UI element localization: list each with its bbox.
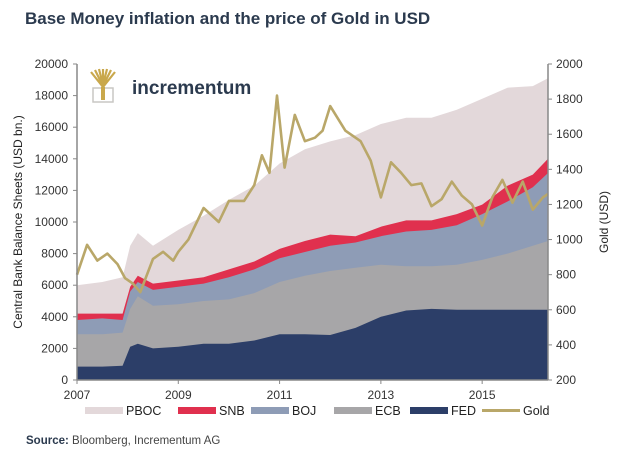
y2-tick-label: 200 xyxy=(556,373,576,387)
legend-item-gold: Gold xyxy=(482,404,549,418)
legend-item-boj: BOJ xyxy=(251,404,316,418)
x-tick-label: 2011 xyxy=(267,388,293,402)
legend-label: ECB xyxy=(375,404,401,418)
x-tick-label: 2009 xyxy=(165,388,192,402)
y-axis-title: Central Bank Balance Sheets (USD bn.) xyxy=(11,115,25,328)
y-tick-label: 16000 xyxy=(35,120,69,134)
legend-swatch xyxy=(482,409,520,412)
incrementum-logo: incrementum xyxy=(90,68,251,103)
source-label: Source: xyxy=(26,435,69,447)
source-text: Bloomberg, Incrementum AG xyxy=(68,435,221,447)
legend-item-ecb: ECB xyxy=(334,404,401,418)
y2-tick-label: 600 xyxy=(556,303,576,317)
y-tick-label: 2000 xyxy=(41,341,68,355)
legend-item-fed: FED xyxy=(410,404,476,418)
y2-tick-label: 1400 xyxy=(556,162,583,176)
legend-swatch xyxy=(178,407,216,414)
x-tick-label: 2007 xyxy=(64,388,91,402)
y-tick-label: 10000 xyxy=(35,215,69,229)
y-tick-label: 14000 xyxy=(35,152,69,166)
x-tick-label: 2015 xyxy=(469,388,496,402)
y2-tick-label: 2000 xyxy=(556,57,583,71)
legend-swatch xyxy=(410,407,448,414)
y2-axis-title: Gold (USD) xyxy=(597,191,611,253)
legend-swatch xyxy=(334,407,372,414)
legend-swatch xyxy=(85,407,123,414)
y-tick-label: 0 xyxy=(61,373,68,387)
y2-tick-label: 1800 xyxy=(556,92,583,106)
axes: 0 2000 4000 6000 8000 10000 12000 14000 16000 180… xyxy=(11,57,611,402)
legend-label: FED xyxy=(451,404,476,418)
legend-label: SNB xyxy=(219,404,245,418)
source-note: Source: Bloomberg, Incrementum AG xyxy=(26,435,220,447)
legend: PBOC SNB BOJ ECB FED Gold xyxy=(85,404,549,418)
gold-layer xyxy=(75,94,549,294)
logo-text: incrementum xyxy=(132,78,251,99)
y2-tick-label: 400 xyxy=(556,338,576,352)
y2-tick-label: 1600 xyxy=(556,127,583,141)
legend-swatch xyxy=(251,407,289,414)
tree-icon xyxy=(90,68,116,103)
x-tick-label: 2013 xyxy=(368,388,395,402)
y2-tick-label: 800 xyxy=(556,268,576,282)
chart-title: Base Money inflation and the price of Go… xyxy=(25,9,431,28)
y-tick-label: 20000 xyxy=(35,57,69,71)
area-fed xyxy=(77,308,548,380)
legend-label: Gold xyxy=(523,404,549,418)
legend-item-pboc: PBOC xyxy=(85,404,161,418)
y2-tick-label: 1000 xyxy=(556,233,583,247)
y-tick-label: 18000 xyxy=(35,89,69,103)
legend-label: BOJ xyxy=(292,404,316,418)
legend-item-snb: SNB xyxy=(178,404,245,418)
y2-tick-label: 1200 xyxy=(556,197,583,211)
area-layers xyxy=(77,78,548,380)
y-tick-label: 6000 xyxy=(41,278,68,292)
gold-line xyxy=(75,94,549,294)
y-tick-label: 8000 xyxy=(41,247,68,261)
y-tick-label: 12000 xyxy=(35,183,69,197)
legend-label: PBOC xyxy=(126,404,161,418)
y-tick-label: 4000 xyxy=(41,310,68,324)
